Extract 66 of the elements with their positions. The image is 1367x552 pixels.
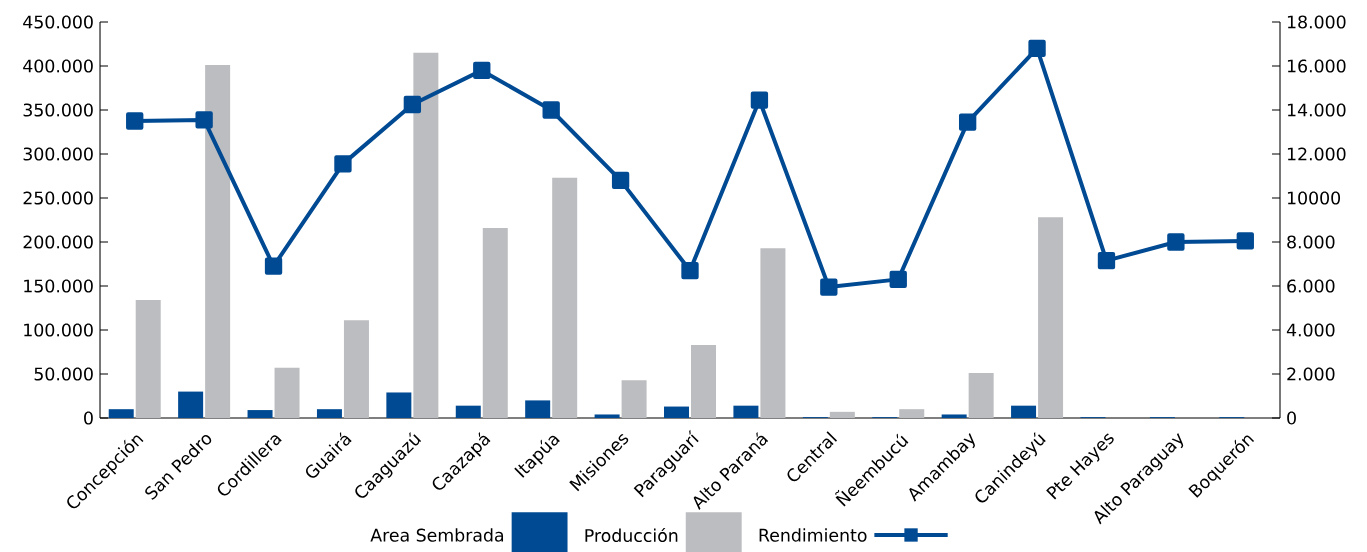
point bbox=[611, 171, 630, 190]
y2-tick-label: 18.000 bbox=[1287, 15, 1346, 29]
point bbox=[1097, 252, 1116, 270]
bar bbox=[455, 405, 481, 418]
y-tick-label: 300.000 bbox=[23, 147, 93, 161]
y2-tick-label: 12.000 bbox=[1287, 147, 1346, 161]
legend-label: Area Sembrada bbox=[370, 528, 504, 542]
y2-tick-label: 14.000 bbox=[1287, 103, 1346, 117]
bar bbox=[664, 406, 690, 418]
bar bbox=[829, 411, 855, 418]
bar bbox=[941, 414, 967, 418]
point bbox=[403, 95, 422, 114]
y2-tick-label: 8.000 bbox=[1287, 235, 1335, 249]
point bbox=[542, 101, 560, 119]
y-tick-label: 350.000 bbox=[23, 103, 93, 117]
point bbox=[334, 155, 352, 173]
point bbox=[195, 111, 213, 129]
y-tick-label: 200.000 bbox=[23, 235, 93, 249]
bar bbox=[899, 409, 925, 418]
legend-label: Rendimiento bbox=[759, 528, 867, 542]
point bbox=[1028, 39, 1046, 58]
point bbox=[889, 270, 907, 289]
y-tick-label: 400.000 bbox=[23, 59, 93, 73]
y-tick-label: 450.000 bbox=[23, 15, 93, 29]
bar bbox=[135, 300, 161, 418]
y2-tick-label: 4.000 bbox=[1286, 323, 1335, 337]
point bbox=[958, 113, 977, 131]
bar bbox=[525, 400, 551, 418]
y2-tick-label: 0 bbox=[1287, 411, 1296, 425]
bar bbox=[1038, 217, 1064, 418]
y2-tick-label: 16.000 bbox=[1287, 59, 1346, 73]
bar bbox=[386, 392, 412, 418]
y-tick-label: 50.000 bbox=[34, 367, 93, 381]
point bbox=[473, 61, 491, 80]
bar bbox=[343, 320, 369, 418]
point bbox=[126, 112, 144, 130]
bar bbox=[178, 391, 204, 418]
bar bbox=[1011, 405, 1037, 418]
y2-tick-label: 2.000 bbox=[1287, 367, 1335, 381]
y-tick-label: 150.000 bbox=[24, 279, 93, 293]
point bbox=[750, 91, 769, 109]
y-tick-label: 0 bbox=[84, 411, 93, 425]
y-tick-label: 100.000 bbox=[24, 323, 93, 337]
bar bbox=[205, 65, 231, 418]
bar bbox=[691, 344, 717, 418]
bar bbox=[316, 409, 342, 418]
bar bbox=[413, 52, 439, 418]
point bbox=[1167, 233, 1185, 251]
y2-tick-label: 6.000 bbox=[1287, 279, 1335, 293]
bar bbox=[733, 405, 759, 418]
bar bbox=[968, 373, 994, 418]
bar bbox=[247, 410, 273, 418]
bar bbox=[621, 380, 647, 418]
point bbox=[1236, 232, 1254, 250]
bar bbox=[108, 409, 134, 418]
bar bbox=[552, 177, 578, 418]
point bbox=[681, 261, 699, 280]
bar bbox=[760, 248, 786, 418]
legend-label: Producción bbox=[585, 527, 678, 543]
bar bbox=[482, 227, 508, 418]
y2-tick-label: 10000 bbox=[1287, 191, 1341, 205]
bar bbox=[274, 367, 300, 418]
point bbox=[820, 278, 838, 296]
y-tick-label: 250.000 bbox=[23, 191, 93, 205]
point bbox=[264, 257, 283, 275]
bar bbox=[594, 414, 620, 418]
